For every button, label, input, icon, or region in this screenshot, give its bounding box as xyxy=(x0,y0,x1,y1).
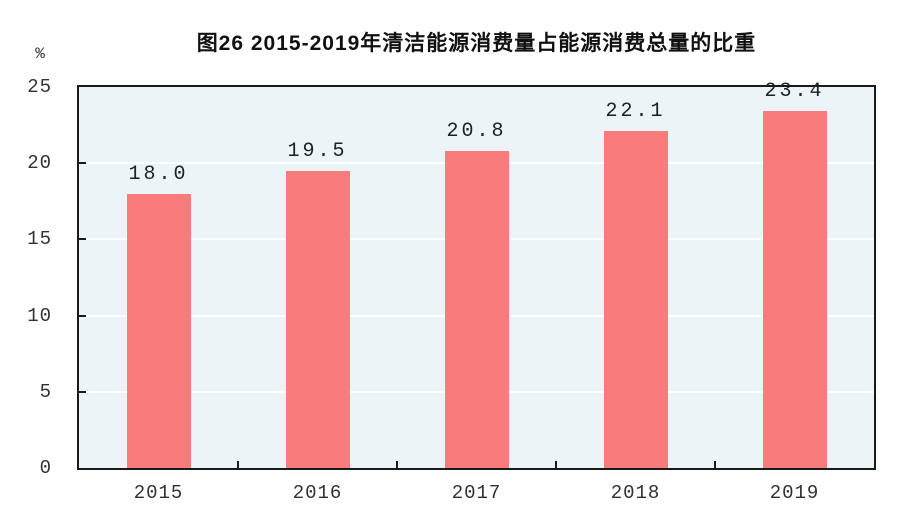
bar-value-label: 19.5 xyxy=(287,139,348,163)
bar-value-label: 20.8 xyxy=(446,120,507,144)
bar-2018 xyxy=(603,131,668,468)
bar-2016 xyxy=(285,170,350,468)
bar-2015 xyxy=(126,193,191,468)
y-axis-tick-label: 10 xyxy=(27,304,52,327)
y-axis-tick-label: 15 xyxy=(27,228,52,251)
x-axis-tick xyxy=(237,461,239,468)
x-axis-tick xyxy=(714,461,716,468)
x-axis-tick-label: 2017 xyxy=(451,482,502,504)
y-axis-tick-label: 20 xyxy=(27,152,52,175)
y-axis-tick-label: 0 xyxy=(39,457,52,479)
x-axis-tick xyxy=(396,461,398,468)
y-axis-tick xyxy=(79,238,86,241)
bar-2017 xyxy=(444,151,509,468)
x-axis-tick-label: 2015 xyxy=(133,482,184,504)
bar-value-label: 22.1 xyxy=(605,100,666,124)
x-axis-tick-label: 2018 xyxy=(610,482,661,504)
bar-2019 xyxy=(762,111,827,468)
x-axis-tick-label: 2016 xyxy=(292,482,343,504)
y-axis-tick-label: 5 xyxy=(39,380,52,403)
y-axis-tick-label: 25 xyxy=(27,76,52,98)
bar-value-label: 18.0 xyxy=(128,162,189,186)
plot-area: 18.0 19.5 20.8 22.1 23.4 xyxy=(77,80,876,470)
y-axis-tick xyxy=(79,314,86,317)
x-axis-tick-label: 2019 xyxy=(769,482,820,504)
x-axis-tick xyxy=(555,461,557,468)
y-axis-unit-label: % xyxy=(35,45,45,63)
chart-title: 图26 2015-2019年清洁能源消费量占能源消费总量的比重 xyxy=(196,32,757,55)
bar-value-label: 23.4 xyxy=(764,80,825,104)
y-axis-tick xyxy=(79,162,86,165)
y-axis-tick xyxy=(79,390,86,393)
